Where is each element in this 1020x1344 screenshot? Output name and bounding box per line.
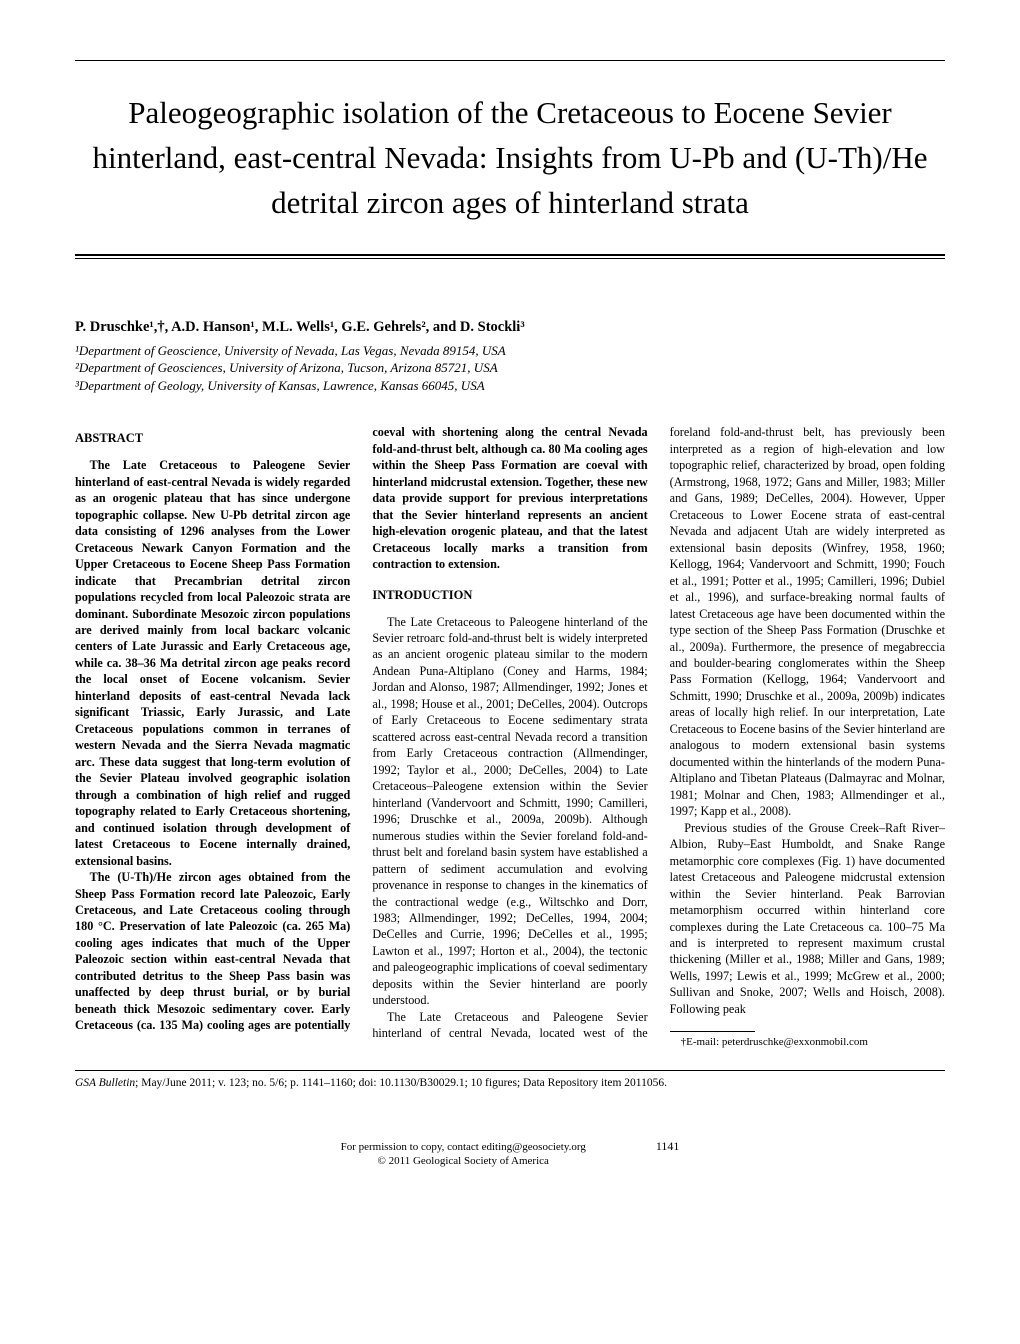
affiliations: ¹Department of Geoscience, University of… bbox=[75, 342, 945, 395]
top-rule bbox=[75, 60, 945, 61]
below-title-rule-thin bbox=[75, 258, 945, 259]
title-block: Paleogeographic isolation of the Cretace… bbox=[75, 60, 945, 259]
intro-paragraph-1: The Late Cretaceous to Paleogene hinterl… bbox=[372, 614, 647, 1009]
citation-rest: ; May/June 2011; v. 123; no. 5/6; p. 114… bbox=[135, 1077, 667, 1089]
footnote-block: †E-mail: peterdruschke@exxonmobil.com bbox=[670, 1031, 945, 1050]
article-title: Paleogeographic isolation of the Cretace… bbox=[75, 91, 945, 226]
affiliation-1: ¹Department of Geoscience, University of… bbox=[75, 342, 945, 360]
citation-rule bbox=[75, 1070, 945, 1071]
page-number: 1141 bbox=[656, 1139, 680, 1155]
affiliation-2: ²Department of Geosciences, University o… bbox=[75, 359, 945, 377]
copyright-line: © 2011 Geological Society of America bbox=[341, 1154, 586, 1168]
author-email-footnote: †E-mail: peterdruschke@exxonmobil.com bbox=[670, 1035, 945, 1050]
abstract-heading: ABSTRACT bbox=[75, 430, 350, 447]
footer-block: For permission to copy, contact editing@… bbox=[75, 1139, 945, 1169]
abstract-paragraph-1: The Late Cretaceous to Paleogene Sevier … bbox=[75, 457, 350, 869]
permission-line: For permission to copy, contact editing@… bbox=[341, 1140, 586, 1154]
citation-line: GSA Bulletin; May/June 2011; v. 123; no.… bbox=[75, 1077, 945, 1089]
citation-journal: GSA Bulletin bbox=[75, 1077, 135, 1089]
author-line: P. Druschke¹,†, A.D. Hanson¹, M.L. Wells… bbox=[75, 319, 945, 336]
body-columns: ABSTRACT The Late Cretaceous to Paleogen… bbox=[75, 424, 945, 1050]
introduction-heading: INTRODUCTION bbox=[372, 587, 647, 604]
below-title-rule-thick bbox=[75, 254, 945, 256]
intro-paragraph-3: Previous studies of the Grouse Creek–Raf… bbox=[670, 820, 945, 1018]
affiliation-3: ³Department of Geology, University of Ka… bbox=[75, 377, 945, 395]
